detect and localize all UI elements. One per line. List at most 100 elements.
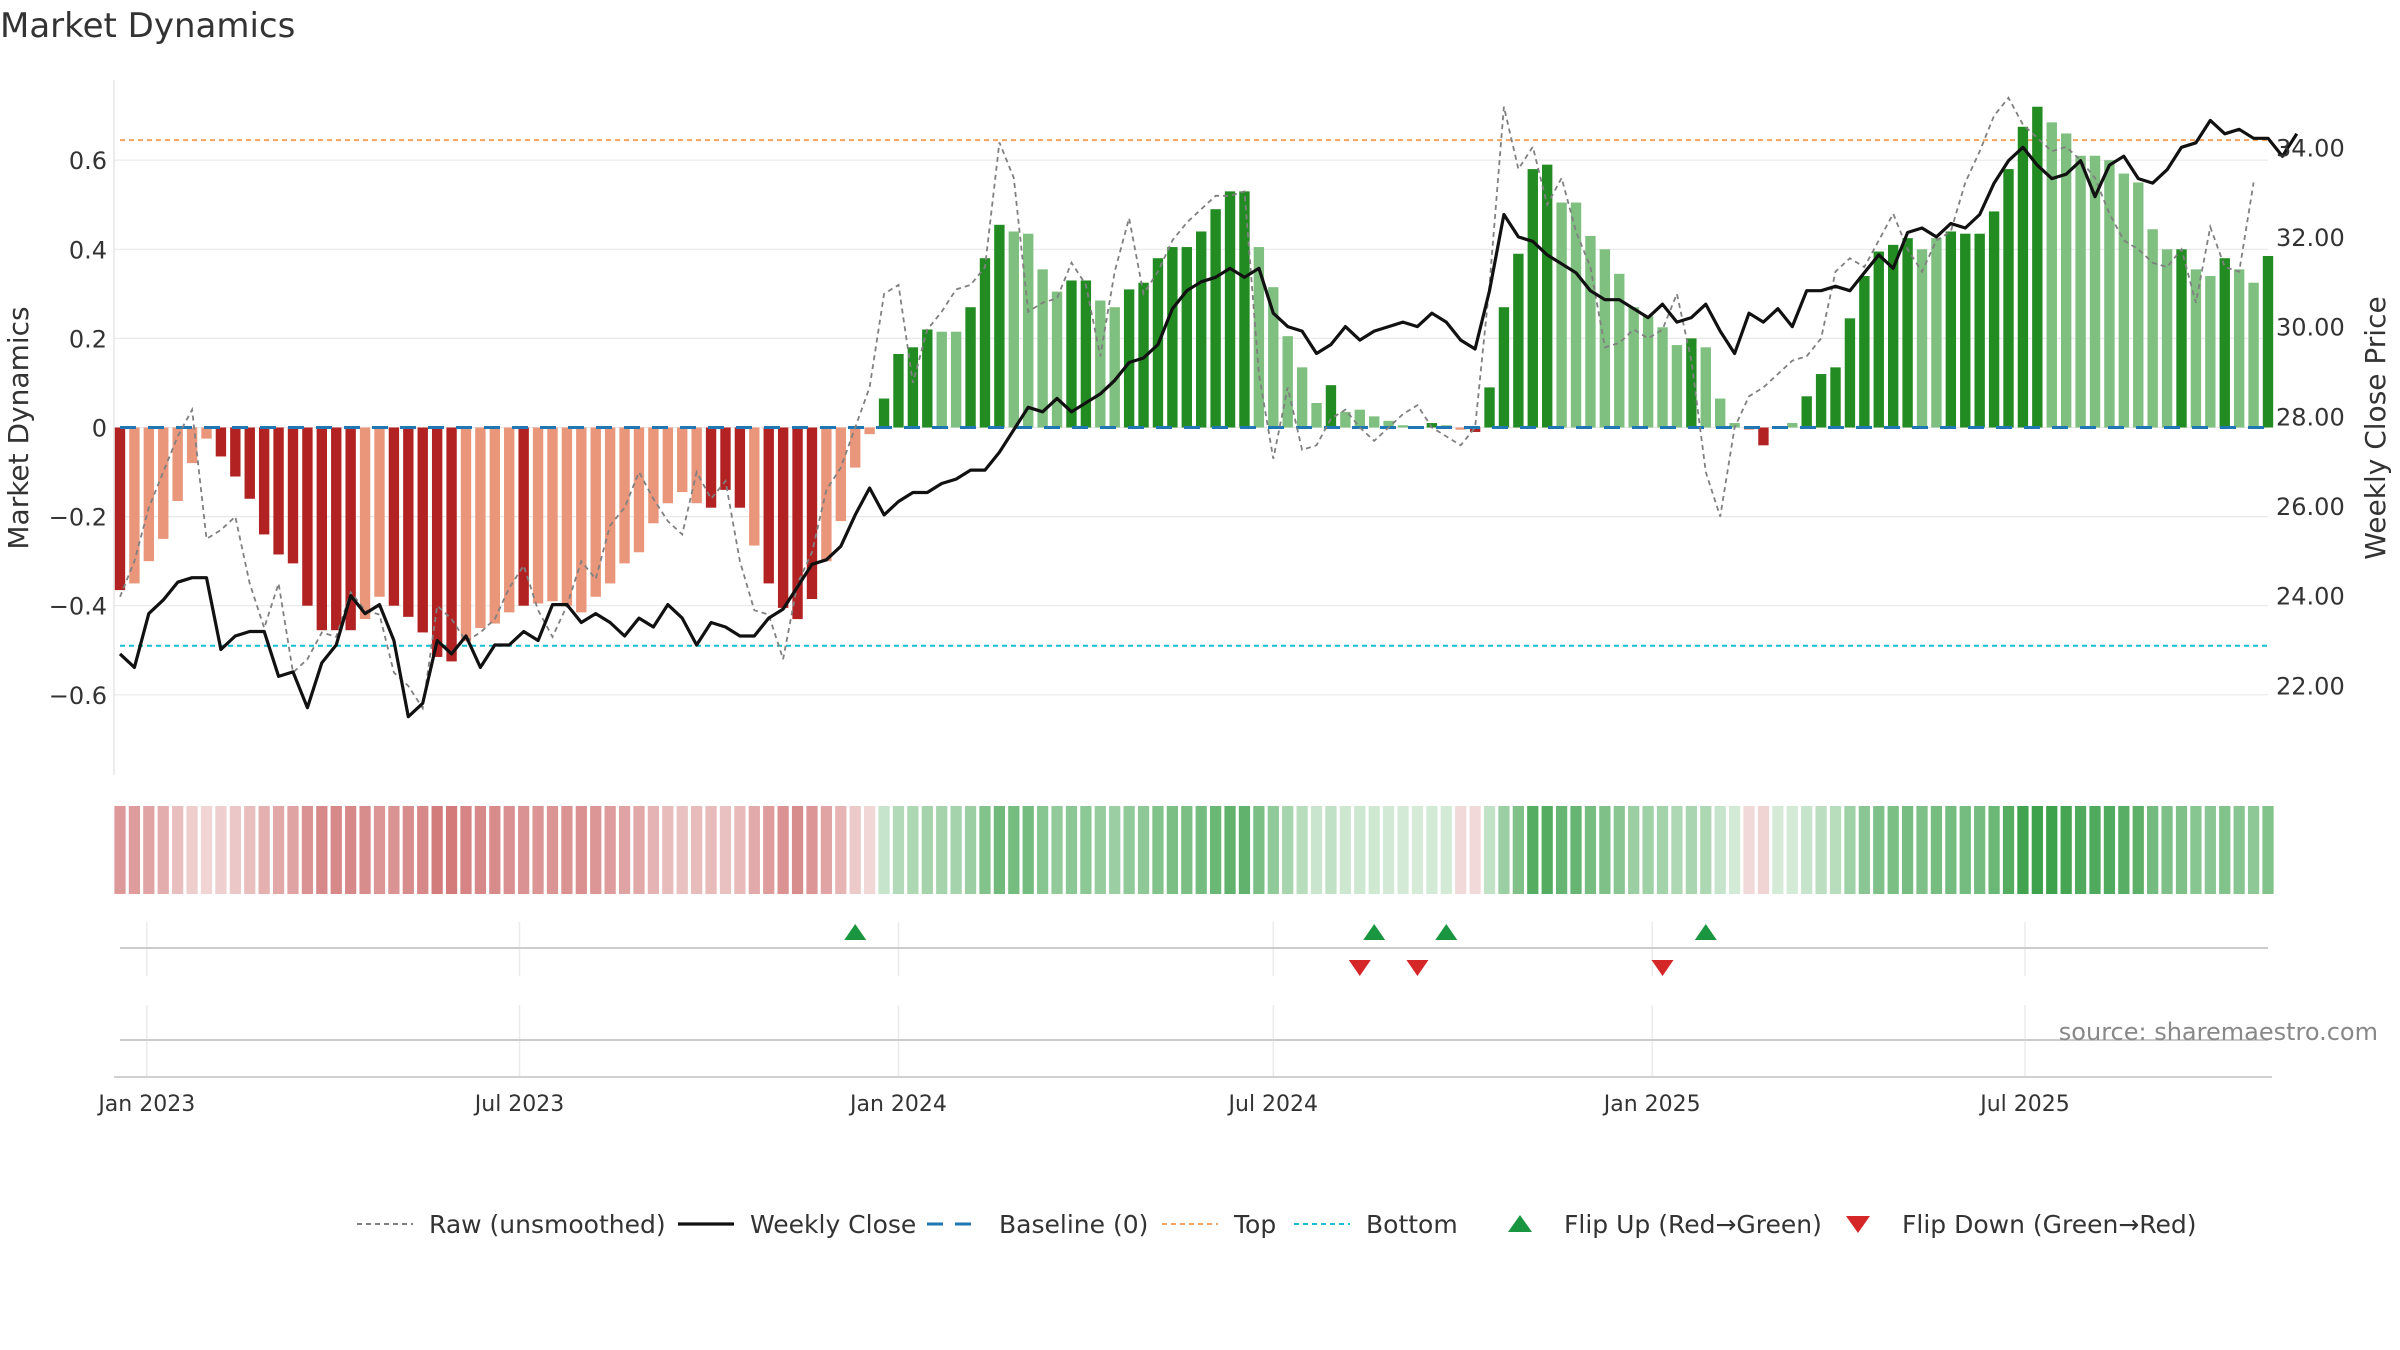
dynamics-bar bbox=[1513, 253, 1524, 428]
dynamics-bar bbox=[648, 427, 659, 524]
heat-cell bbox=[2247, 806, 2260, 894]
heat-cell bbox=[1527, 806, 1539, 894]
dynamics-bar bbox=[331, 427, 342, 631]
dynamics-bar bbox=[864, 427, 875, 435]
heat-cell bbox=[1974, 806, 1986, 894]
main-plot: −0.6 −0.4 −0.2 0 0.2 0.4 0.6 22.00 24.00 26.00 28… bbox=[2, 80, 2392, 775]
dynamics-bar bbox=[792, 427, 803, 620]
heat-cell bbox=[878, 806, 890, 894]
flip-markers bbox=[844, 924, 1717, 976]
dynamics-bar bbox=[446, 427, 457, 662]
heat-cell bbox=[1685, 806, 1697, 894]
heat-cell bbox=[301, 806, 314, 894]
heat-cell bbox=[849, 806, 861, 894]
dynamics-bar bbox=[1138, 282, 1149, 428]
flip-up-marker bbox=[1694, 924, 1717, 940]
heat-cell bbox=[936, 806, 948, 894]
dynamics-bar bbox=[720, 427, 731, 490]
heat-cell bbox=[1411, 806, 1424, 894]
dynamics-bar bbox=[273, 427, 284, 555]
dynamics-bar bbox=[2176, 249, 2187, 428]
heat-cell bbox=[388, 806, 400, 894]
heat-cell bbox=[2219, 806, 2231, 894]
heat-cell bbox=[1656, 806, 1669, 894]
heat-cell bbox=[128, 806, 141, 894]
legend-item: Flip Down (Green→Red) bbox=[1846, 1210, 2197, 1239]
heat-cell bbox=[1022, 806, 1034, 894]
dynamics-bar bbox=[1815, 374, 1827, 428]
heat-cell bbox=[1469, 806, 1481, 894]
dynamics-bar bbox=[2133, 182, 2144, 428]
dynamics-bar bbox=[2046, 122, 2057, 428]
heat-cell bbox=[1844, 806, 1856, 894]
dynamics-bar bbox=[316, 427, 328, 631]
dynamics-bar bbox=[1801, 396, 1812, 428]
heat-cell bbox=[2204, 806, 2216, 894]
dynamics-bar bbox=[2205, 276, 2216, 428]
heat-cell bbox=[1094, 806, 1106, 894]
dynamics-bar bbox=[950, 331, 962, 428]
heat-cell bbox=[1426, 806, 1438, 894]
heat-cell bbox=[2060, 806, 2072, 894]
heat-cell bbox=[2190, 806, 2202, 894]
dynamics-bar bbox=[1484, 387, 1495, 428]
y2-tick-label: 30.00 bbox=[2276, 314, 2345, 342]
heat-cell bbox=[1642, 806, 1654, 894]
dynamics-bar bbox=[1239, 191, 1250, 428]
heat-cell bbox=[272, 806, 285, 894]
legend-symbol bbox=[1508, 1215, 1532, 1232]
dynamics-bar bbox=[1397, 425, 1409, 428]
heat-cell bbox=[633, 806, 645, 894]
heat-cell bbox=[2161, 806, 2173, 894]
heat-cell bbox=[748, 806, 760, 894]
legend-label: Bottom bbox=[1366, 1210, 1458, 1239]
dynamics-bar bbox=[576, 427, 587, 613]
dynamics-bar bbox=[1325, 385, 1337, 428]
legend-item: Bottom bbox=[1294, 1210, 1458, 1239]
heat-cell bbox=[2103, 806, 2116, 894]
y-tick-label: 0.2 bbox=[69, 325, 107, 353]
dynamics-bar bbox=[1830, 367, 1841, 428]
heat-cell bbox=[964, 806, 977, 894]
dynamics-bar bbox=[1311, 402, 1322, 428]
heat-cell bbox=[1296, 806, 1308, 894]
dynamics-bar bbox=[734, 427, 746, 508]
heat-cell bbox=[1671, 806, 1683, 894]
heat-cell bbox=[460, 806, 472, 894]
dynamics-bar bbox=[806, 427, 818, 600]
dynamics-bar bbox=[215, 427, 227, 457]
dynamics-bar bbox=[287, 427, 299, 564]
dynamics-bar bbox=[1253, 247, 1265, 428]
dynamics-bar bbox=[1570, 202, 1582, 428]
y2-tick-label: 24.00 bbox=[2276, 583, 2345, 611]
dynamics-bar bbox=[158, 427, 169, 539]
dynamics-bar bbox=[2262, 255, 2274, 428]
heat-cell bbox=[1728, 806, 1741, 894]
dynamics-bar bbox=[2147, 229, 2158, 428]
dynamics-bar bbox=[1628, 307, 1639, 428]
dynamics-bar bbox=[691, 427, 702, 504]
dynamics-bar bbox=[302, 427, 313, 606]
x-tick-label: Jan 2023 bbox=[96, 1092, 195, 1117]
heat-cell bbox=[474, 806, 487, 894]
heat-cell bbox=[1570, 806, 1582, 894]
heat-cell bbox=[763, 806, 775, 894]
dynamics-bar bbox=[1196, 231, 1207, 428]
heat-cell bbox=[1238, 806, 1251, 894]
heat-cell bbox=[734, 806, 746, 894]
legend-label: Flip Down (Green→Red) bbox=[1902, 1210, 2197, 1239]
dynamics-bar bbox=[359, 427, 371, 620]
heat-cell bbox=[618, 806, 631, 894]
heat-cell bbox=[1123, 806, 1135, 894]
heat-cell bbox=[1382, 806, 1395, 894]
dynamics-bar bbox=[705, 427, 717, 508]
heat-cell bbox=[1858, 806, 1870, 894]
dynamics-bar bbox=[2161, 249, 2173, 428]
heat-cell bbox=[2262, 806, 2274, 894]
dynamics-bar bbox=[1585, 235, 1596, 428]
dynamics-bar bbox=[489, 427, 501, 624]
dynamics-bar bbox=[1873, 251, 1884, 428]
dynamics-bar bbox=[403, 427, 414, 617]
dynamics-bar bbox=[1614, 273, 1625, 428]
heat-cell bbox=[921, 806, 933, 894]
